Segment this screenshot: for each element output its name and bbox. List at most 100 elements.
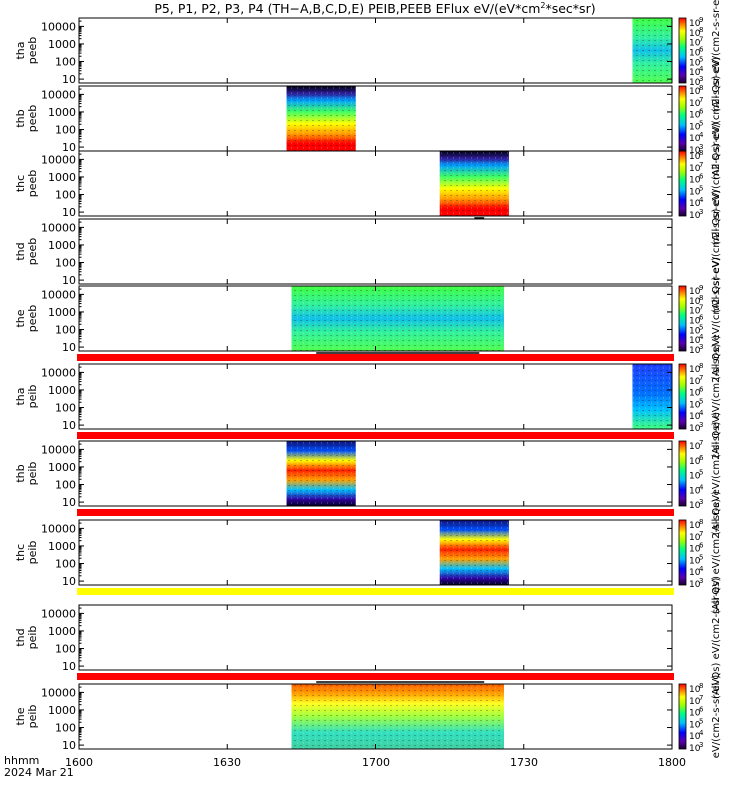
- y-tick-label: 100: [55, 56, 76, 69]
- y-tick-label: 1000: [48, 38, 76, 51]
- y-tick-label: 10: [62, 206, 76, 219]
- y-tick-label: 10: [62, 496, 76, 509]
- y-tick-label: 10: [62, 274, 76, 287]
- colorbar-title: (All Qs) eV/(cm2-s-sr-eV): [711, 57, 722, 180]
- panel-ylabel-product: peeb: [26, 105, 39, 133]
- y-tick-label: 10000: [41, 221, 76, 234]
- colorbar-title: (All Qs) eV/(cm2-s-sr-eV): [711, 335, 722, 458]
- colorbar-tick-label: 10: [689, 377, 701, 387]
- colorbar-tick-exponent: 5: [699, 397, 703, 405]
- colorbar-title: (All Qs) eV/(cm2-s-sr-eV): [711, 122, 722, 245]
- colorbar-tick-label: 10: [689, 365, 701, 375]
- colorbar-tick-exponent: 6: [699, 314, 704, 322]
- colorbar-tick-exponent: 4: [699, 333, 704, 341]
- colorbar-tick-label: 10: [689, 297, 701, 307]
- panel-frame: [78, 17, 673, 84]
- colorbar-tick-label: 10: [689, 29, 701, 39]
- y-tick-label: 10000: [41, 607, 76, 620]
- spectrogram-texture: [439, 520, 509, 585]
- colorbar-tick-exponent: 8: [699, 518, 703, 526]
- y-tick-label: 10000: [41, 443, 76, 456]
- panel-ylabel-product: peib: [26, 541, 39, 565]
- colorbar-tick-label: 10: [689, 400, 701, 410]
- colorbar-tick-label: 10: [689, 134, 701, 144]
- colorbar-tick-label: 10: [689, 19, 701, 29]
- spectrogram-texture: [632, 18, 672, 83]
- y-tick-label: 10000: [41, 88, 76, 101]
- colorbar-tick-label: 10: [689, 744, 701, 754]
- colorbar-tick-label: 10: [689, 326, 701, 336]
- colorbar-tick-exponent: 4: [699, 409, 704, 417]
- colorbar-tick-label: 10: [689, 211, 701, 221]
- colorbar-title: (All Qs) eV/(cm2-s-sr-eV): [711, 412, 722, 535]
- colorbar: [678, 150, 687, 217]
- colorbar-tick-exponent: 5: [699, 184, 703, 192]
- colorbar-tick-label: 10: [689, 580, 701, 590]
- y-tick-label: 1000: [48, 306, 76, 319]
- colorbar-tick-exponent: 8: [699, 84, 703, 92]
- panel-frame: [78, 604, 673, 671]
- y-tick-label: 1000: [48, 625, 76, 638]
- colorbar-tick-label: 10: [689, 152, 701, 162]
- y-tick-label: 1000: [48, 239, 76, 252]
- panel-ylabel-product: peeb: [26, 37, 39, 65]
- colorbar-tick-exponent: 8: [699, 294, 703, 302]
- y-tick-label: 100: [55, 558, 76, 571]
- panel-ylabel-product: peeb: [26, 170, 39, 198]
- y-tick-label: 10000: [41, 20, 76, 33]
- y-tick-label: 100: [55, 643, 76, 656]
- panel-ylabel-probe: tha: [14, 41, 27, 59]
- spectrogram-texture: [439, 151, 509, 216]
- y-tick-label: 10: [62, 575, 76, 588]
- y-tick-label: 100: [55, 124, 76, 137]
- colorbar-tick-exponent: 3: [699, 75, 703, 83]
- colorbar-title: (All Qs) eV/(cm2-s-sr-eV): [711, 491, 722, 614]
- colorbar-tick-label: 10: [689, 709, 701, 719]
- colorbar-tick-exponent: 4: [699, 483, 704, 491]
- quality-flag-bar: [77, 509, 674, 516]
- colorbar-tick-label: 10: [689, 78, 701, 88]
- panel-ylabel-probe: tha: [14, 387, 27, 405]
- figure-title: P5, P1, P2, P3, P4 (TH−A,B,C,D,E) PEIB,P…: [154, 1, 595, 16]
- y-tick-label: 100: [55, 722, 76, 735]
- panel-ylabel-product: peib: [26, 385, 39, 409]
- panel-ylabel-product: peeb: [26, 305, 39, 333]
- colorbar-tick-exponent: 9: [699, 16, 703, 24]
- colorbar-tick-label: 10: [689, 111, 701, 121]
- colorbar-tick-exponent: 5: [699, 323, 703, 331]
- colorbar-tick-exponent: 6: [699, 706, 704, 714]
- y-tick-label: 10000: [41, 366, 76, 379]
- colorbar-tick-label: 10: [689, 87, 701, 97]
- panel-ylabel-probe: thc: [14, 544, 27, 561]
- y-tick-label: 10: [62, 341, 76, 354]
- colorbar-tick-label: 10: [689, 164, 701, 174]
- y-tick-label: 1000: [48, 461, 76, 474]
- colorbar-tick-label: 10: [689, 49, 701, 59]
- colorbar-tick-exponent: 4: [699, 65, 704, 73]
- panel-ylabel-probe: the: [14, 309, 27, 327]
- panel-frame: [78, 363, 673, 430]
- colorbar: [678, 363, 687, 430]
- y-tick-label: 1000: [48, 704, 76, 717]
- y-tick-label: 100: [55, 257, 76, 270]
- colorbar-title: eV/(cm2-s-sr-eV): [711, 675, 722, 759]
- colorbar-tick-label: 10: [689, 424, 701, 434]
- colorbar-tick-exponent: 4: [699, 131, 704, 139]
- colorbar-tick-exponent: 8: [699, 682, 703, 690]
- x-axis: 1600 1630 1700 1730 1800 hhmm 2024 Mar 2…: [4, 754, 686, 779]
- colorbar-tick-label: 10: [689, 732, 701, 742]
- colorbar: [678, 285, 687, 352]
- panel-ylabel-product: peib: [26, 626, 39, 650]
- y-tick-label: 1000: [48, 384, 76, 397]
- x-axis-date: 2024 Mar 21: [4, 766, 74, 779]
- panel-ylabel-probe: thb: [14, 109, 27, 127]
- colorbar-title: (All Qs) eV/(cm2-s-sr-eV): [711, 0, 722, 112]
- panel-frame: [78, 218, 673, 285]
- colorbar-tick-exponent: 6: [699, 108, 704, 116]
- colorbar-tick-exponent: 3: [699, 143, 703, 151]
- colorbar-tick-label: 10: [689, 442, 701, 452]
- colorbar-tick-exponent: 6: [699, 454, 704, 462]
- colorbar-tick-exponent: 7: [699, 304, 703, 312]
- colorbar-tick-label: 10: [689, 568, 701, 578]
